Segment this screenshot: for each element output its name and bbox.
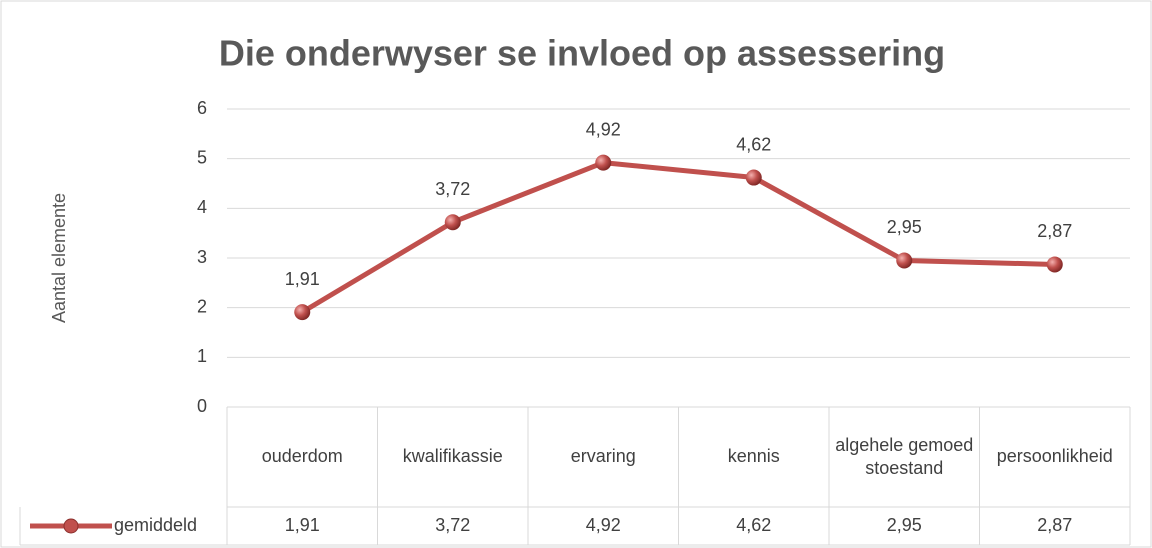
data-label: 4,92 xyxy=(586,119,621,139)
y-tick-label: 5 xyxy=(197,147,207,167)
x-tick-label-cell: persoonlikheid xyxy=(996,446,1113,467)
y-axis-label: Aantal elemente xyxy=(49,193,69,323)
marker xyxy=(294,304,311,321)
x-tick-label-cell: ervaring xyxy=(570,446,636,467)
y-tick-label: 3 xyxy=(197,247,207,267)
table-value-cell: 4,62 xyxy=(736,515,772,536)
x-tick-label: ouderdom xyxy=(261,446,343,467)
table-value: 2,87 xyxy=(1037,515,1073,536)
data-label: 1,91 xyxy=(285,269,320,289)
y-tick-label: 4 xyxy=(197,197,207,217)
x-tick-label: kwalifikassie xyxy=(402,446,503,467)
table-value-cell: 2,95 xyxy=(886,515,922,536)
marker xyxy=(1046,256,1063,273)
legend-marker xyxy=(63,518,79,534)
x-tick-label-cell: kwalifikassie xyxy=(402,446,503,467)
marker xyxy=(444,214,461,231)
x-tick-label: kennis xyxy=(727,446,780,467)
data-label: 4,62 xyxy=(736,134,771,154)
data-label: 3,72 xyxy=(435,179,470,199)
marker xyxy=(896,252,913,269)
marker xyxy=(595,154,612,171)
marker xyxy=(745,169,762,186)
table-value: 3,72 xyxy=(435,515,471,536)
x-tick-label: persoonlikheid xyxy=(996,446,1113,467)
table-value: 1,91 xyxy=(284,515,320,536)
x-tick-label-cell: kennis xyxy=(727,446,780,467)
line xyxy=(300,160,1055,315)
table-value-cell: 2,87 xyxy=(1037,515,1073,536)
table-value-cell: 4,92 xyxy=(585,515,621,536)
legend-label: gemiddeld xyxy=(114,515,197,535)
y-tick-label: 6 xyxy=(197,98,207,118)
x-tick-label: algehele gemoedstoestand xyxy=(835,434,974,478)
table-value: 4,92 xyxy=(585,515,621,536)
data-label: 2,87 xyxy=(1037,221,1072,241)
table-value: 2,95 xyxy=(886,515,922,536)
x-tick-label-cell: algehele gemoedstoestand xyxy=(835,434,974,478)
x-tick-label-cell: ouderdom xyxy=(261,446,343,467)
y-tick-label: 2 xyxy=(197,296,207,316)
y-tick-label: 1 xyxy=(197,346,207,366)
table-value-cell: 3,72 xyxy=(435,515,471,536)
chart-title: Die onderwyser se invloed op assessering xyxy=(219,33,945,74)
y-tick-label: 0 xyxy=(197,396,207,416)
table-value-cell: 1,91 xyxy=(284,515,320,536)
data-label: 2,95 xyxy=(887,217,922,237)
x-tick-label: ervaring xyxy=(570,446,636,467)
table-value: 4,62 xyxy=(736,515,772,536)
